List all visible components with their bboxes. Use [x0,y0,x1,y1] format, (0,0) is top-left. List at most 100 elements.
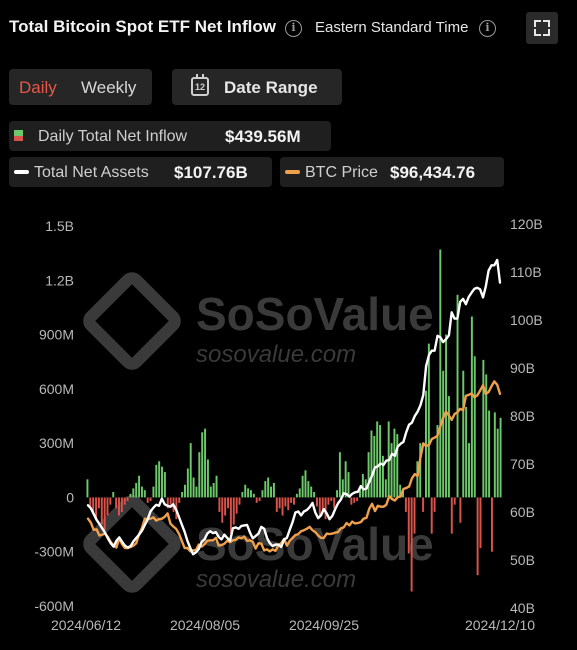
inflow-bar [129,493,132,498]
expand-icon [534,20,541,27]
inflow-bar [290,497,293,503]
right-axis-tick: 120B [510,216,543,232]
inflow-bar [281,497,284,516]
inflow-bar [112,492,115,498]
timezone-label[interactable]: Eastern Standard Time [315,19,469,36]
info-icon[interactable]: i [285,20,302,37]
inflow-bar [390,443,393,498]
inflow-bar [298,488,301,498]
inflow-bar [315,497,318,507]
inflow-bar [327,497,330,505]
inflow-bar [86,479,89,498]
inflow-bar [215,475,218,498]
inflow-bar [249,490,252,498]
inflow-bar [138,475,141,498]
x-axis-tick: 2024/08/05 [170,617,240,633]
inflow-bar [275,497,278,512]
inflow-bar [367,452,370,498]
inflow-bar [427,343,430,498]
inflow-bar [227,497,229,509]
inflow-bar [407,497,410,554]
inflow-bar [287,497,290,511]
legend-btc-value: $96,434.76 [390,163,476,182]
inflow-bar [244,484,247,498]
legend-assets[interactable]: Total Net Assets $107.76B [9,157,272,187]
x-axis-tick: 2024/09/25 [289,617,359,633]
legend-btc[interactable]: BTC Price $96,434.76 [280,157,504,187]
legend-inflow[interactable]: Daily Total Net Inflow $439.56M [9,121,331,151]
inflow-bar [135,482,138,498]
btc-price-line [86,380,502,553]
inflow-bar [402,490,404,498]
inflow-bar [255,497,258,503]
inflow-bar [310,486,313,498]
inflow-bar [163,472,166,498]
right-axis-tick: 40B [510,600,535,616]
tab-weekly[interactable]: Weekly [81,78,137,97]
info-icon[interactable]: i [479,20,496,37]
assets-swatch [14,170,29,174]
inflow-bar [416,461,419,498]
inflow-bar [235,497,238,514]
inflow-bar [252,493,255,498]
inflow-bar [324,497,327,520]
inflow-bar [201,432,204,498]
inflow-bar [218,497,221,512]
watermark-brand: SoSoValue [196,288,434,340]
net-assets-line [86,258,502,556]
watermark-url: sosovalue.com [196,566,356,593]
inflow-bar [313,492,316,498]
inflow-bar [321,497,324,512]
inflow-bar [270,486,273,498]
inflow-bar [413,497,416,534]
inflow-bar [338,452,341,498]
inflow-bar [344,461,347,498]
left-axis-tick: 1.2B [45,272,74,288]
inflow-bar [278,497,281,509]
left-axis-tick: 300M [39,435,74,451]
inflow-bar [109,497,112,505]
inflow-bar [238,497,241,505]
inflow-bar [241,492,244,498]
inflow-bar [361,473,364,498]
calendar-icon: 12 [191,74,209,96]
tab-daily[interactable]: Daily [19,78,57,97]
inflow-bar [264,481,267,498]
expand-button[interactable] [526,12,558,44]
inflow-bar [132,488,135,498]
inflow-bar [396,434,399,498]
left-axis-tick: 600M [39,381,74,397]
right-axis-tick: 110B [510,264,542,280]
date-range-label: Date Range [224,78,318,97]
inflow-bar [318,497,321,516]
watermark-logo [83,495,181,593]
btc-swatch [285,170,300,174]
inflow-bar [479,497,482,549]
inflow-bar [459,497,462,523]
inflow-bar [384,479,387,498]
inflow-bar [499,417,502,498]
inflow-bar [465,406,468,498]
period-toggle: Daily Weekly [9,69,152,105]
inflow-swatch [14,130,23,141]
inflow-bar [166,497,169,509]
inflow-bar [178,497,181,503]
inflow-bar [353,497,356,503]
inflow-bar [146,497,149,503]
etf-inflow-chart[interactable]: SoSoValuesosovalue.comSoSoValuesosovalue… [0,210,577,650]
inflow-bar [341,479,344,498]
inflow-bar [106,497,109,516]
x-axis-tick: 2024/06/12 [51,617,121,633]
series-lines [86,258,502,556]
x-axis-tick: 2024/12/10 [465,617,535,633]
inflow-bar [381,455,384,498]
inflow-bar [100,497,103,525]
date-range-button[interactable]: 12 Date Range [172,69,342,105]
legend-btc-label: BTC Price [305,164,378,181]
inflow-bar [186,468,189,498]
legend-assets-value: $107.76B [174,163,248,182]
inflow-bar [169,497,172,505]
inflow-bar [181,492,184,498]
inflow-bar [370,430,373,498]
right-axis-tick: 80B [510,408,535,424]
